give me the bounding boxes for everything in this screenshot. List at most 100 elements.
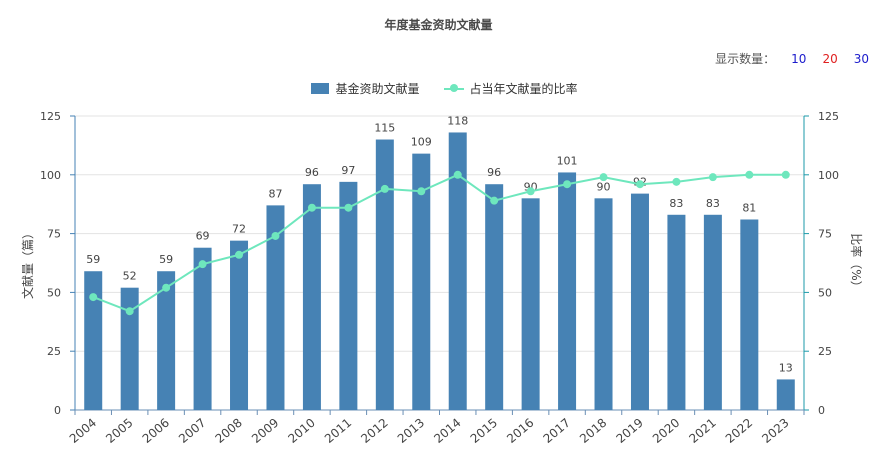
x-tick-label: 2006 [140,416,172,446]
x-tick-label: 2020 [650,416,682,446]
ratio-point [708,173,717,182]
ratio-point [162,283,171,292]
x-tick-label: 2017 [541,416,573,446]
ratio-point [781,170,790,179]
bar [740,219,759,410]
ratio-point [563,180,572,189]
ratio-point [417,187,426,196]
bar-data-label: 81 [742,201,756,214]
bar-data-label: 83 [669,197,683,210]
x-tick-label: 2010 [285,416,317,446]
bar-data-label: 87 [268,187,282,200]
y2-tick-label: 25 [818,345,832,358]
bar-data-label: 118 [447,114,468,127]
bar-data-label: 90 [597,180,611,193]
x-tick-label: 2016 [504,416,536,446]
x-tick-label: 2012 [358,416,390,446]
bar [485,184,504,410]
y-tick-label: 0 [54,404,61,417]
y2-tick-label: 50 [818,286,832,299]
bar [230,240,249,410]
ratio-point [89,293,98,302]
y2-tick-label: 75 [818,228,832,241]
x-tick-label: 2004 [67,416,99,446]
ratio-point [125,307,134,316]
y-tick-label: 100 [40,169,61,182]
legend-line-label: 占当年文献量的比率 [469,82,578,96]
ratio-line [92,173,786,313]
legend-bar-swatch [311,83,330,94]
bar [667,214,686,410]
display-count-option-30[interactable]: 30 [853,51,869,66]
chart-legend: 基金资助文献量 占当年文献量的比率 [0,80,889,97]
y-tick-label: 25 [47,345,61,358]
x-tick-label: 2021 [686,416,718,446]
x-tick-label: 2018 [577,416,609,446]
y2-tick-label: 125 [818,110,839,123]
x-tick-label: 2013 [395,416,427,446]
display-count-option-20[interactable]: 20 [822,51,838,66]
ratio-point [271,231,280,240]
bar-data-label: 101 [557,154,578,167]
bar [521,198,540,410]
bar [266,205,285,410]
x-tick-label: 2014 [431,416,463,446]
bar [558,172,577,410]
x-tick-label: 2015 [468,416,500,446]
bar-data-label: 59 [159,253,173,266]
bar [120,287,139,410]
bar-data-label: 52 [123,270,137,283]
ratio-point [453,170,462,179]
bar-data-label: 96 [305,166,319,179]
x-tick-label: 2008 [213,416,245,446]
x-tick-label: 2011 [322,416,354,446]
y-tick-label: 125 [40,110,61,123]
bar [193,247,212,410]
bar [375,139,394,410]
ratio-point [635,180,644,189]
x-tick-label: 2005 [103,416,135,446]
ratio-point [526,187,535,196]
ratio-point [198,260,207,269]
x-tick-label: 2009 [249,416,281,446]
y-axis-title: 文献量（篇） [20,227,35,299]
ratio-point [490,196,499,205]
y2-tick-label: 100 [818,169,839,182]
ratio-point [745,170,754,179]
x-tick-label: 2023 [759,416,791,446]
ratio-point [672,177,681,186]
ratio-point [380,184,389,193]
display-count-option-10[interactable]: 10 [791,51,807,66]
display-count-label: 显示数量： [715,52,776,66]
legend-bar-label: 基金资助文献量 [335,82,420,96]
bar-data-label: 97 [341,164,355,177]
bar [703,214,722,410]
bar [84,271,103,410]
x-tick-label: 2019 [614,416,646,446]
ratio-point [307,203,316,212]
y2-axis-title: 比率（%） [849,233,864,292]
bar-data-label: 109 [411,136,432,149]
y2-tick-label: 0 [818,404,825,417]
bar-data-label: 115 [374,122,395,135]
y-tick-label: 50 [47,286,61,299]
bar [302,184,321,410]
x-tick-label: 2007 [176,416,208,446]
bar [412,153,431,410]
bar-data-label: 13 [779,361,793,374]
legend-item-line[interactable]: 占当年文献量的比率 [443,80,578,97]
bar [448,132,467,411]
bar-data-label: 72 [232,223,246,236]
bar [157,271,176,410]
x-tick-label: 2022 [723,416,755,446]
ratio-point [599,173,608,182]
legend-line-swatch [443,83,464,94]
legend-item-bar[interactable]: 基金资助文献量 [311,80,420,97]
ratio-point [344,203,353,212]
y-tick-label: 75 [47,228,61,241]
bar-data-label: 83 [706,197,720,210]
bar-data-label: 59 [86,253,100,266]
display-count-selector: 显示数量： 10 20 30 [715,50,869,67]
bar [776,379,795,410]
